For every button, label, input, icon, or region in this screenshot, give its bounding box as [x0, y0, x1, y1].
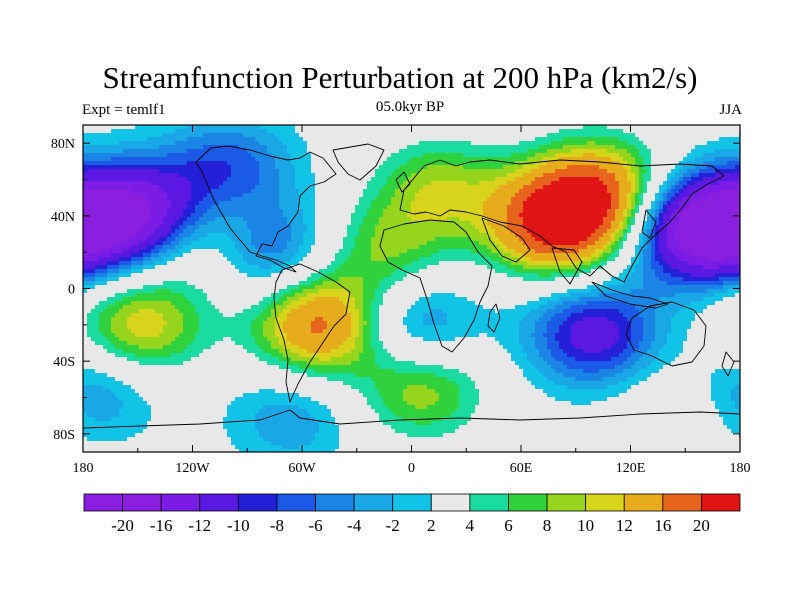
colorbar-swatch — [199, 493, 239, 512]
colorbar-swatch — [315, 493, 355, 512]
colorbar-swatch — [546, 493, 587, 512]
colorbar-label: -4 — [347, 516, 362, 535]
colorbar-swatch — [430, 493, 471, 512]
coast-new-zealand — [721, 351, 735, 377]
coast-greenland — [332, 143, 385, 181]
coast-madagascar — [487, 303, 501, 333]
lon-tick-label: 120W — [175, 461, 210, 476]
lon-tick-label: 120E — [616, 461, 646, 476]
colorbar-swatch — [353, 493, 394, 512]
lon-tick-label: 180 — [73, 461, 94, 476]
lon-tick-label: 60E — [510, 461, 533, 476]
lat-tick-label: 80S — [53, 428, 75, 443]
longitude-axis: 180 120W 60W 0 60E 120E 180 — [73, 125, 751, 476]
colorbar-swatch — [508, 493, 548, 512]
colorbar-swatch — [122, 493, 162, 512]
colorbar-label: 12 — [616, 516, 633, 535]
streamfunction-field — [83, 125, 740, 452]
lat-tick-label: 40N — [51, 210, 75, 225]
lat-tick-label: 0 — [68, 283, 75, 298]
colorbar-label: -20 — [111, 516, 134, 535]
colorbar-label: 8 — [543, 516, 552, 535]
colorbar-swatch — [662, 493, 702, 512]
colorbar-label: 6 — [504, 516, 513, 535]
colorbar-swatch — [469, 493, 509, 512]
coast-arabia — [481, 217, 531, 263]
colorbar-label: -6 — [308, 516, 322, 535]
colorbar-swatch — [160, 493, 201, 512]
colorbar-swatch — [276, 493, 316, 512]
plot-title: Streamfunction Perturbation at 200 hPa (… — [102, 60, 698, 95]
coast-japan — [641, 209, 657, 239]
colorbar-label: 4 — [466, 516, 475, 535]
coast-uk — [395, 171, 411, 193]
coastlines — [83, 143, 740, 429]
colorbar-label: -12 — [188, 516, 211, 535]
lon-tick-label: 0 — [408, 461, 415, 476]
latitude-axis: 80N 40N 0 40S 80S — [51, 137, 740, 443]
coast-australia — [625, 301, 707, 367]
coast-north-america — [195, 145, 337, 273]
colorbar-swatch — [237, 493, 278, 512]
lat-tick-label: 80N — [51, 137, 75, 152]
colorbar-label: -10 — [227, 516, 250, 535]
coast-indonesia — [591, 281, 669, 309]
colorbar-swatch — [392, 493, 432, 512]
colorbar-swatch — [623, 493, 664, 512]
coast-antarctica — [83, 409, 740, 429]
colorbar-swatch — [83, 493, 123, 512]
colorbar-label: 16 — [654, 516, 671, 535]
colorbar-label: -16 — [150, 516, 173, 535]
coast-south-america — [273, 263, 351, 403]
colorbar-label: -2 — [386, 516, 400, 535]
colorbar-label: 20 — [693, 516, 710, 535]
coast-eurasia — [399, 159, 725, 283]
colorbar: -20 -16 -12 -10 -8 -6 -4 -2 2 4 6 8 10 12 16 20 — [83, 493, 741, 535]
coast-india — [551, 247, 583, 285]
experiment-label: Expt = temlf1 — [82, 102, 166, 118]
colorbar-label: 10 — [577, 516, 594, 535]
colorbar-label: 2 — [427, 516, 436, 535]
season-label: JJA — [719, 102, 742, 118]
coast-africa — [379, 219, 493, 353]
lon-tick-label: 180 — [730, 461, 751, 476]
colorbar-swatch — [701, 493, 741, 512]
lon-tick-label: 60W — [288, 461, 316, 476]
lat-tick-label: 40S — [53, 355, 75, 370]
colorbar-label: -8 — [270, 516, 284, 535]
colorbar-swatch — [585, 493, 625, 512]
time-label: 05.0kyr BP — [375, 99, 445, 115]
